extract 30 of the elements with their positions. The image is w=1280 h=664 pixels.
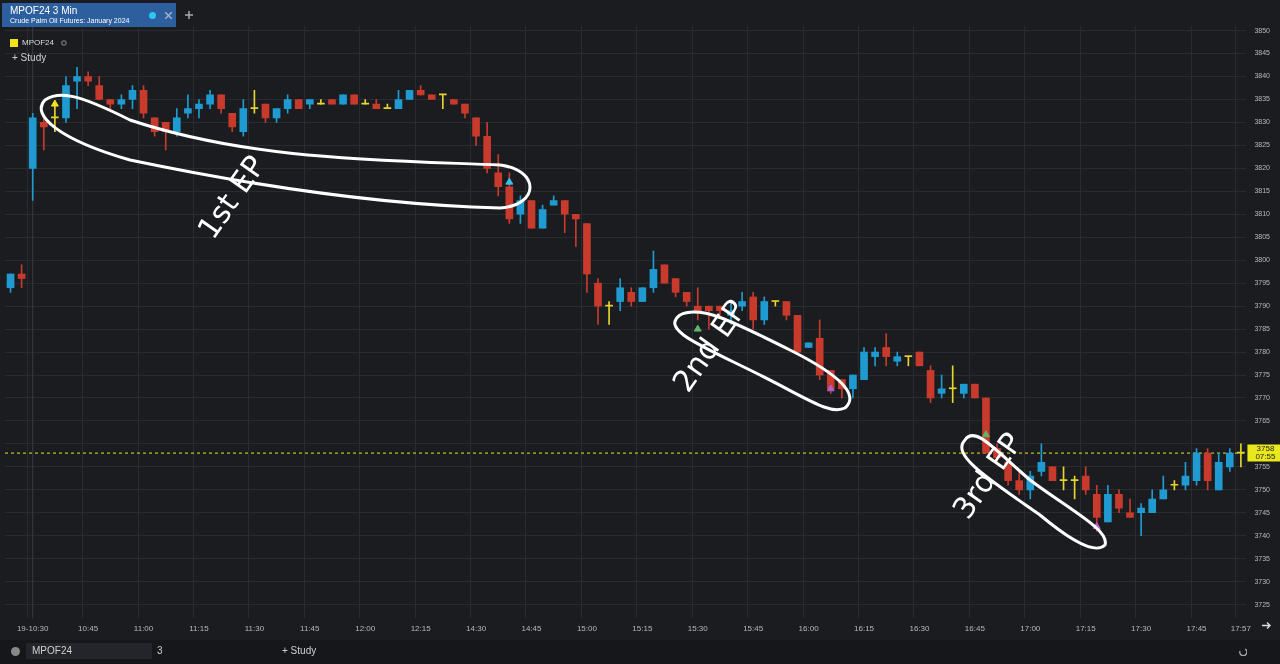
x-tick-label: 17:15 <box>1075 624 1097 634</box>
x-tick-label: 17:45 <box>1186 624 1208 634</box>
x-tick-label: 15:15 <box>632 624 653 634</box>
x-tick-label: 15:45 <box>743 624 764 634</box>
x-tick-label: 11:30 <box>244 624 265 634</box>
x-tick-label: 19-10:30 <box>16 624 50 634</box>
text: MPOF24 <box>32 645 73 656</box>
x-tick-label: 12:15 <box>410 624 432 634</box>
chart-title: MPOF24 3 Min <box>10 5 78 16</box>
text: 3 <box>157 645 163 656</box>
x-tick-label: 16:30 <box>909 624 930 634</box>
x-tick-label: 11:45 <box>300 624 321 634</box>
x-tick-label: 10:45 <box>78 624 99 634</box>
ref-line-label: 3758 07:55 <box>1255 444 1276 462</box>
x-tick-label: 12:00 <box>355 624 376 634</box>
legend-title: MPOF24 <box>22 38 55 47</box>
x-tick-label: 11:15 <box>189 624 210 634</box>
x-tick-label: 15:00 <box>576 624 598 634</box>
annotation: + Study <box>12 52 47 63</box>
x-tick-label: 15:30 <box>687 624 709 634</box>
x-tick-label: 17:30 <box>1131 624 1152 634</box>
x-tick-label: 14:45 <box>521 624 543 634</box>
text: + Study <box>282 645 317 656</box>
x-tick-label: 17:00 <box>1020 624 1041 634</box>
x-tick-label: 16:15 <box>854 624 875 634</box>
x-tick-label: 14:30 <box>466 624 487 634</box>
x-tick-label: 11:00 <box>133 624 154 634</box>
x-tick-label: 16:45 <box>964 624 986 634</box>
x-tick-label: 16:00 <box>798 624 820 634</box>
x-tick-label: 17:57 <box>1230 624 1252 634</box>
